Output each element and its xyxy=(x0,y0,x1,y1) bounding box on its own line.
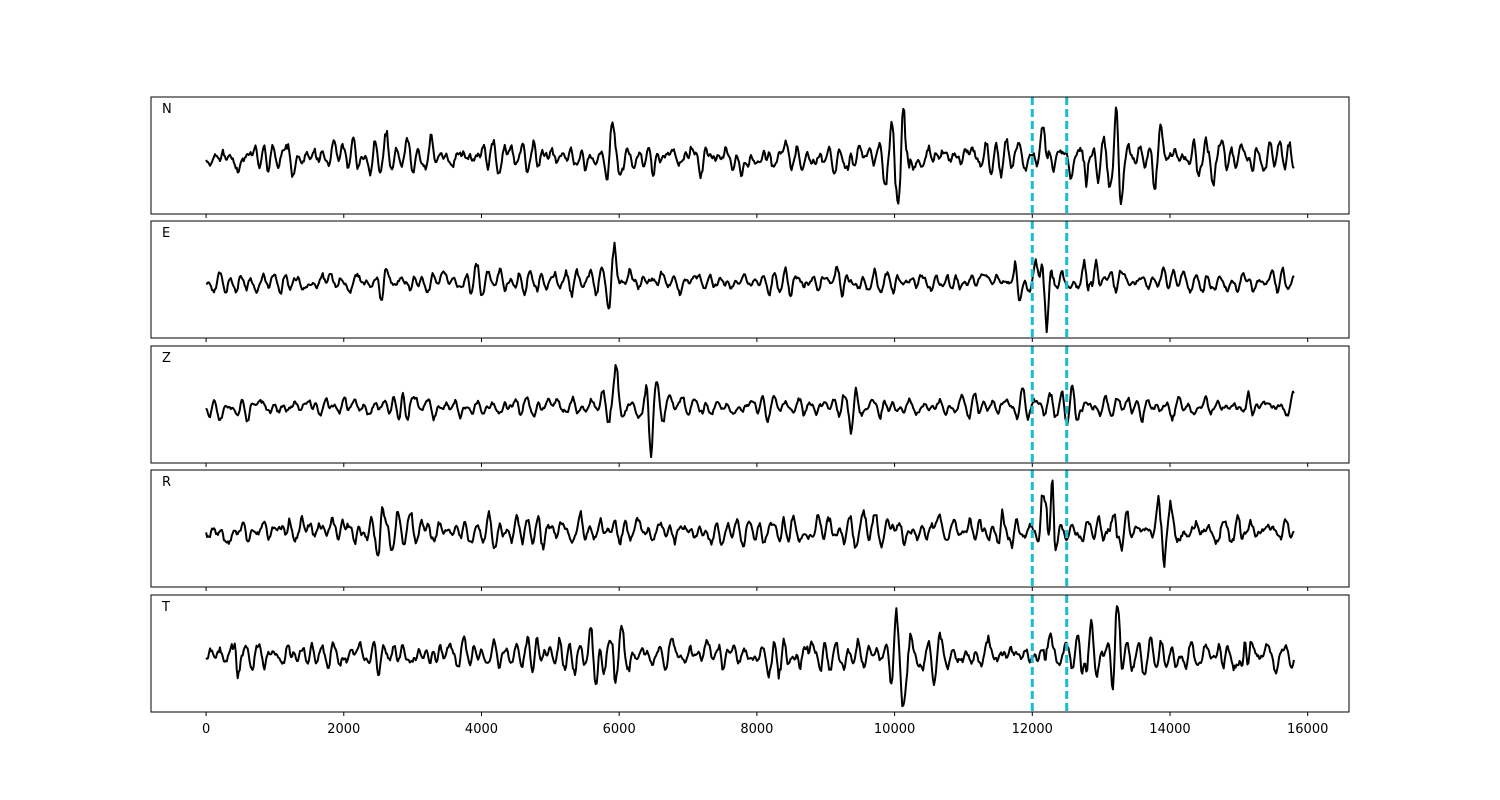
panel-label: Z xyxy=(162,351,171,366)
panel-label: R xyxy=(162,475,171,490)
panel-r: R xyxy=(150,469,1350,591)
x-tick-label: 16000 xyxy=(1287,722,1328,737)
panel-label: N xyxy=(162,102,172,117)
panel-t: T xyxy=(150,594,1350,716)
panel-n: N xyxy=(150,96,1350,218)
panel-frame xyxy=(150,345,1350,464)
panel-e: E xyxy=(150,220,1350,342)
waveform-n xyxy=(205,106,1295,206)
waveform-r xyxy=(205,479,1295,568)
waveform-e xyxy=(205,241,1295,334)
x-tick-label: 10000 xyxy=(874,722,915,737)
x-axis-tick-labels: 0 2000 4000 6000 8000 10000 12000 14000 16000 xyxy=(202,722,1328,737)
panel-frame xyxy=(150,220,1350,339)
x-tick-label: 4000 xyxy=(465,722,498,737)
x-tick-label: 2000 xyxy=(327,722,360,737)
panel-frame xyxy=(150,594,1350,713)
waveform-z xyxy=(205,364,1295,459)
panel-frame xyxy=(150,469,1350,588)
panel-frame xyxy=(150,96,1350,215)
panel-z: Z xyxy=(150,345,1350,467)
x-tick-label: 0 xyxy=(202,722,210,737)
x-tick-label: 8000 xyxy=(740,722,773,737)
x-tick-label: 6000 xyxy=(603,722,636,737)
panel-label: T xyxy=(161,600,170,615)
waveform-t xyxy=(205,605,1295,708)
x-tick-label: 12000 xyxy=(1012,722,1053,737)
x-tick-label: 14000 xyxy=(1149,722,1190,737)
panel-label: E xyxy=(162,226,170,241)
